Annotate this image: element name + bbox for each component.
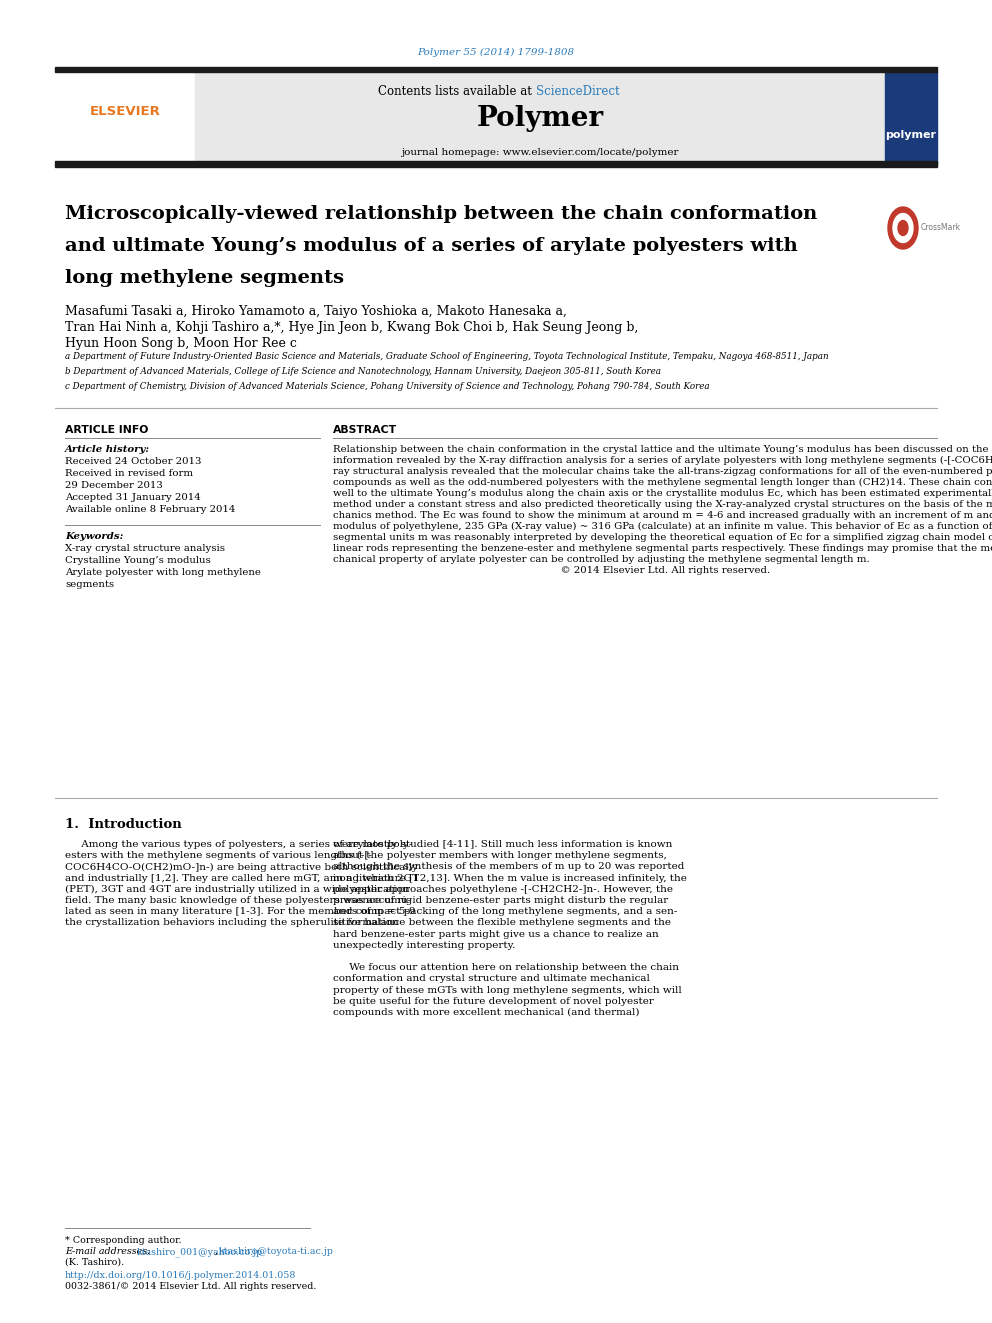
Text: Received 24 October 2013: Received 24 October 2013 [65,456,201,466]
Text: http://dx.doi.org/10.1016/j.polymer.2014.01.058: http://dx.doi.org/10.1016/j.polymer.2014… [65,1271,297,1279]
Text: Microscopically-viewed relationship between the chain conformation: Microscopically-viewed relationship betw… [65,205,817,224]
Text: 1.  Introduction: 1. Introduction [65,818,182,831]
Text: ray structural analysis revealed that the molecular chains take the all-trans-zi: ray structural analysis revealed that th… [333,467,992,476]
Text: polyester approaches polyethylene -[-CH2CH2-]n-. However, the: polyester approaches polyethylene -[-CH2… [333,885,673,894]
Text: linear rods representing the benzene-ester and methylene segmental parts respect: linear rods representing the benzene-est… [333,544,992,553]
Text: information revealed by the X-ray diffraction analysis for a series of arylate p: information revealed by the X-ray diffra… [333,456,992,466]
Text: E-mail addresses:: E-mail addresses: [65,1248,151,1256]
Text: Keywords:: Keywords: [65,532,123,541]
Text: Article history:: Article history: [65,445,150,454]
Text: Arylate polyester with long methylene: Arylate polyester with long methylene [65,568,261,577]
Text: chanical property of arylate polyester can be controlled by adjusting the methyl: chanical property of arylate polyester c… [333,556,870,564]
Text: CrossMark: CrossMark [921,224,961,233]
Text: We focus our attention here on relationship between the chain: We focus our attention here on relations… [333,963,679,972]
Text: the crystallization behaviors including the spherulite formation: the crystallization behaviors including … [65,918,399,927]
Text: * Corresponding author.: * Corresponding author. [65,1236,182,1245]
Text: be quite useful for the future development of novel polyester: be quite useful for the future developme… [333,996,654,1005]
Text: property of these mGTs with long methylene segments, which will: property of these mGTs with long methyle… [333,986,682,995]
Text: field. The many basic knowledge of these polyesters was accumu-: field. The many basic knowledge of these… [65,896,411,905]
Text: chanics method. The Ec was found to show the minimum at around m = 4-6 and incre: chanics method. The Ec was found to show… [333,511,992,520]
Text: and compact packing of the long methylene segments, and a sen-: and compact packing of the long methylen… [333,908,678,917]
Text: ELSEVIER: ELSEVIER [89,105,161,118]
Bar [885,71,937,165]
Text: b Department of Advanced Materials, College of Life Science and Nanotechnology, : b Department of Advanced Materials, Coll… [65,366,661,376]
Text: and industrially [1,2]. They are called here mGT, among which 2GT: and industrially [1,2]. They are called … [65,873,419,882]
Ellipse shape [893,213,913,242]
Text: (K. Tashiro).: (K. Tashiro). [65,1258,124,1267]
Text: modulus of polyethylene, 235 GPa (X-ray value) ~ 316 GPa (calculate) at an infin: modulus of polyethylene, 235 GPa (X-ray … [333,523,992,531]
Text: Available online 8 February 2014: Available online 8 February 2014 [65,505,235,515]
Text: ,: , [215,1248,218,1256]
Text: well to the ultimate Young’s modulus along the chain axis or the crystallite mod: well to the ultimate Young’s modulus alo… [333,490,992,497]
Text: method under a constant stress and also predicted theoretically using the X-ray-: method under a constant stress and also … [333,500,992,509]
Text: although the synthesis of the members of m up to 20 was reported: although the synthesis of the members of… [333,863,684,872]
Text: ktashiro@toyota-ti.ac.jp: ktashiro@toyota-ti.ac.jp [219,1248,334,1256]
Text: X-ray crystal structure analysis: X-ray crystal structure analysis [65,544,225,553]
Text: ktashiro_001@yahoo.co.jp: ktashiro_001@yahoo.co.jp [137,1248,263,1257]
Text: a Department of Future Industry-Oriented Basic Science and Materials, Graduate S: a Department of Future Industry-Oriented… [65,352,828,361]
Text: Received in revised form: Received in revised form [65,468,193,478]
Text: (PET), 3GT and 4GT are industrially utilized in a wide application: (PET), 3GT and 4GT are industrially util… [65,885,410,894]
Text: compounds with more excellent mechanical (and thermal): compounds with more excellent mechanical… [333,1008,640,1017]
Text: presence of rigid benzene-ester parts might disturb the regular: presence of rigid benzene-ester parts mi… [333,896,669,905]
Ellipse shape [888,206,918,249]
Text: Polymer: Polymer [476,105,603,132]
Bar [195,71,885,165]
Text: long methylene segments: long methylene segments [65,269,344,287]
Text: sitive balance between the flexible methylene segments and the: sitive balance between the flexible meth… [333,918,671,927]
Text: 0032-3861/© 2014 Elsevier Ltd. All rights reserved.: 0032-3861/© 2014 Elsevier Ltd. All right… [65,1282,316,1291]
Text: in a literature [12,13]. When the m value is increased infinitely, the: in a literature [12,13]. When the m valu… [333,873,686,882]
Bar [55,161,937,167]
Text: Hyun Hoon Song b, Moon Hor Ree c: Hyun Hoon Song b, Moon Hor Ree c [65,337,297,351]
Text: Relationship between the chain conformation in the crystal lattice and the ultim: Relationship between the chain conformat… [333,445,992,454]
Text: esters with the methylene segments of various lengths (-[-: esters with the methylene segments of va… [65,851,372,860]
Text: c Department of Chemistry, Division of Advanced Materials Science, Pohang Univer: c Department of Chemistry, Division of A… [65,382,709,392]
Bar [55,71,195,165]
Bar [55,67,937,71]
Text: Polymer 55 (2014) 1799-1808: Polymer 55 (2014) 1799-1808 [418,48,574,57]
Text: unexpectedly interesting property.: unexpectedly interesting property. [333,941,516,950]
Text: ABSTRACT: ABSTRACT [333,425,397,435]
Text: segments: segments [65,579,114,589]
Text: segmental units m was reasonably interpreted by developing the theoretical equat: segmental units m was reasonably interpr… [333,533,992,542]
Text: COC6H4CO-O(CH2)mO-]n-) are being attractive both scientifically: COC6H4CO-O(CH2)mO-]n-) are being attract… [65,863,418,872]
Text: Contents lists available at: Contents lists available at [378,85,536,98]
Text: Among the various types of polyesters, a series of arylate poly-: Among the various types of polyesters, a… [65,840,413,849]
Text: and ultimate Young’s modulus of a series of arylate polyesters with: and ultimate Young’s modulus of a series… [65,237,798,255]
Ellipse shape [898,221,908,235]
Text: 29 December 2013: 29 December 2013 [65,482,163,490]
Text: Crystalline Young’s modulus: Crystalline Young’s modulus [65,556,210,565]
Text: lated as seen in many literature [1-3]. For the members of m = 5-9: lated as seen in many literature [1-3]. … [65,908,416,917]
Text: compounds as well as the odd-numbered polyesters with the methylene segmental le: compounds as well as the odd-numbered po… [333,478,992,487]
Text: Tran Hai Ninh a, Kohji Tashiro a,*, Hye Jin Jeon b, Kwang Bok Choi b, Hak Seung : Tran Hai Ninh a, Kohji Tashiro a,*, Hye … [65,321,639,333]
Text: conformation and crystal structure and ultimate mechanical: conformation and crystal structure and u… [333,975,650,983]
Text: © 2014 Elsevier Ltd. All rights reserved.: © 2014 Elsevier Ltd. All rights reserved… [333,566,770,576]
Text: Accepted 31 January 2014: Accepted 31 January 2014 [65,493,200,501]
Text: ARTICLE INFO: ARTICLE INFO [65,425,149,435]
Text: about the polyester members with longer methylene segments,: about the polyester members with longer … [333,851,667,860]
Text: were mostly studied [4-11]. Still much less information is known: were mostly studied [4-11]. Still much l… [333,840,673,849]
Text: ScienceDirect: ScienceDirect [536,85,620,98]
Text: hard benzene-ester parts might give us a chance to realize an: hard benzene-ester parts might give us a… [333,930,659,938]
Text: Masafumi Tasaki a, Hiroko Yamamoto a, Taiyo Yoshioka a, Makoto Hanesaka a,: Masafumi Tasaki a, Hiroko Yamamoto a, Ta… [65,306,566,318]
Text: polymer: polymer [886,130,936,140]
Text: journal homepage: www.elsevier.com/locate/polymer: journal homepage: www.elsevier.com/locat… [401,148,679,157]
